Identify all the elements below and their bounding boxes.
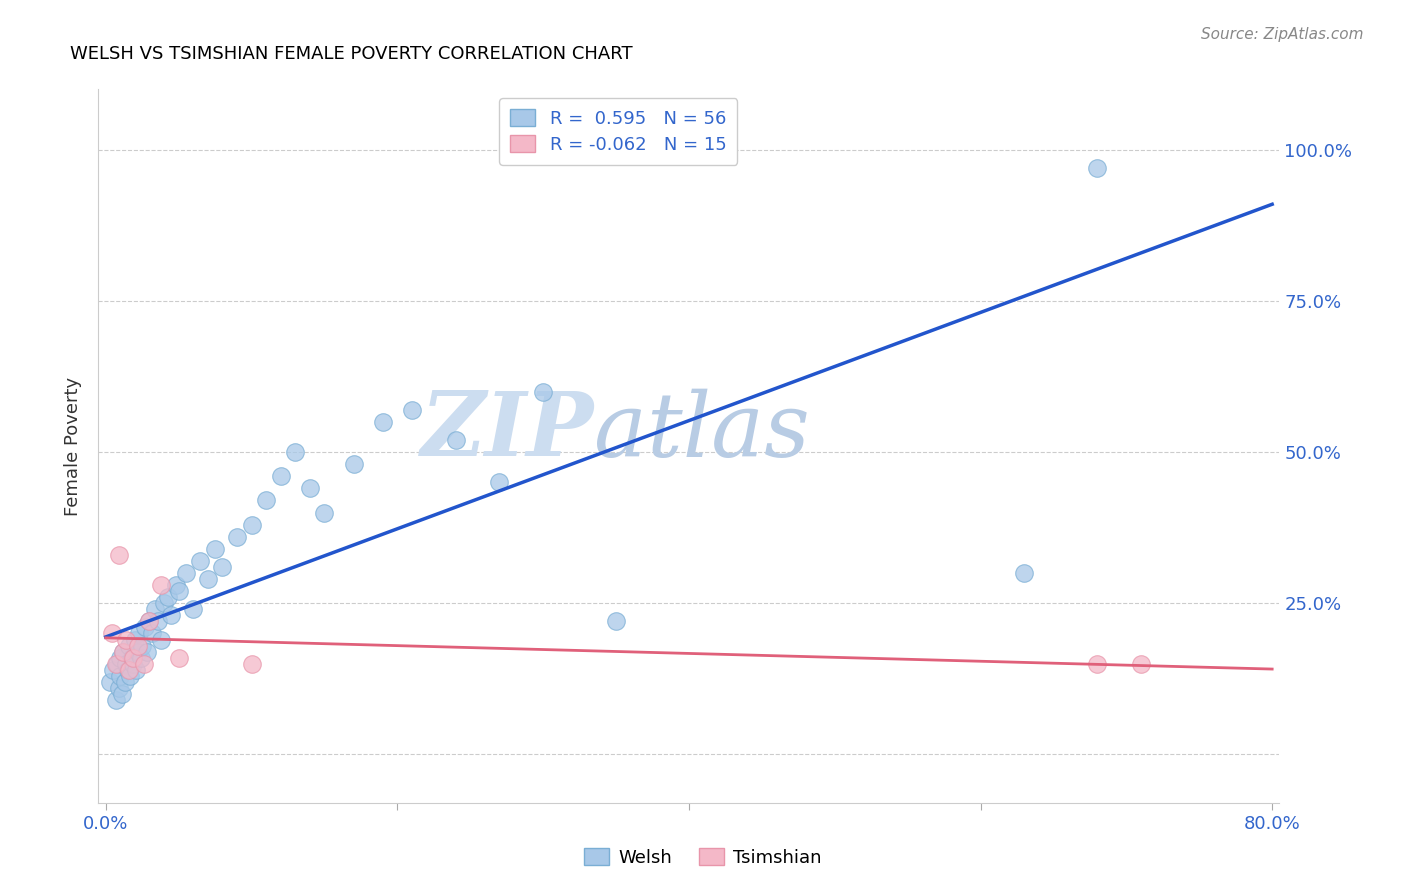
Point: [138, 615, 160, 629]
Point: [118, 663, 141, 677]
Point: [204, 541, 226, 556]
Point: [120, 669, 142, 683]
Point: [115, 632, 138, 647]
Point: [125, 663, 148, 677]
Point: [108, 548, 131, 562]
Point: [190, 554, 212, 568]
Legend: R =  0.595   N = 56, R = -0.062   N = 15: R = 0.595 N = 56, R = -0.062 N = 15: [499, 98, 737, 165]
Point: [270, 469, 292, 483]
Point: [100, 626, 122, 640]
Point: [110, 650, 132, 665]
Point: [115, 657, 138, 671]
Point: [122, 650, 145, 665]
Point: [167, 650, 190, 665]
Point: [104, 693, 127, 707]
Point: [211, 560, 233, 574]
Point: [129, 650, 152, 665]
Point: [98, 674, 121, 689]
Point: [143, 602, 166, 616]
Point: [128, 626, 150, 640]
Point: [160, 608, 183, 623]
Point: [401, 402, 423, 417]
Point: [132, 657, 155, 671]
Point: [226, 530, 249, 544]
Point: [112, 645, 135, 659]
Point: [141, 626, 163, 640]
Legend: Welsh, Tsimshian: Welsh, Tsimshian: [576, 841, 830, 874]
Point: [197, 572, 219, 586]
Point: [122, 657, 145, 671]
Point: [165, 578, 187, 592]
Point: [150, 632, 173, 647]
Point: [111, 687, 134, 701]
Point: [150, 578, 173, 592]
Point: [114, 674, 136, 689]
Point: [1129, 657, 1152, 671]
Point: [148, 615, 170, 629]
Point: [135, 645, 157, 659]
Point: [134, 620, 156, 634]
Point: [314, 506, 336, 520]
Point: [101, 663, 124, 677]
Point: [181, 602, 204, 616]
Point: [1014, 566, 1036, 580]
Point: [342, 457, 364, 471]
Point: [254, 493, 277, 508]
Point: [298, 481, 321, 495]
Point: [240, 657, 263, 671]
Y-axis label: Female Poverty: Female Poverty: [65, 376, 83, 516]
Point: [240, 517, 263, 532]
Point: [127, 639, 149, 653]
Point: [167, 584, 190, 599]
Point: [108, 681, 131, 695]
Text: ZIP: ZIP: [420, 389, 595, 475]
Point: [153, 596, 176, 610]
Point: [118, 639, 141, 653]
Text: Source: ZipAtlas.com: Source: ZipAtlas.com: [1201, 27, 1364, 42]
Point: [444, 433, 467, 447]
Point: [488, 475, 510, 490]
Text: atlas: atlas: [595, 388, 810, 475]
Point: [112, 645, 135, 659]
Point: [174, 566, 197, 580]
Point: [104, 657, 127, 671]
Point: [110, 669, 132, 683]
Point: [1085, 657, 1108, 671]
Point: [1085, 161, 1108, 175]
Point: [284, 445, 307, 459]
Point: [127, 645, 149, 659]
Text: WELSH VS TSIMSHIAN FEMALE POVERTY CORRELATION CHART: WELSH VS TSIMSHIAN FEMALE POVERTY CORREL…: [70, 45, 633, 62]
Point: [371, 415, 394, 429]
Point: [124, 632, 146, 647]
Point: [157, 590, 180, 604]
Point: [138, 615, 160, 629]
Point: [605, 615, 627, 629]
Point: [117, 663, 139, 677]
Point: [121, 650, 143, 665]
Point: [531, 384, 554, 399]
Point: [131, 639, 153, 653]
Point: [105, 657, 128, 671]
